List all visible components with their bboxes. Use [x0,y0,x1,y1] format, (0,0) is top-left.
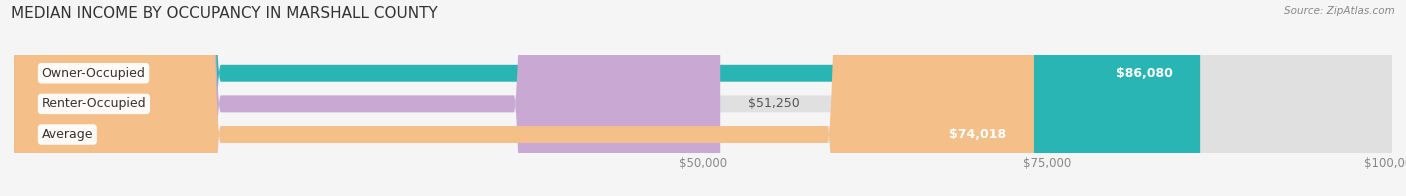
FancyBboxPatch shape [14,0,1392,196]
FancyBboxPatch shape [14,0,1392,196]
Text: MEDIAN INCOME BY OCCUPANCY IN MARSHALL COUNTY: MEDIAN INCOME BY OCCUPANCY IN MARSHALL C… [11,6,439,21]
FancyBboxPatch shape [14,0,720,196]
Text: Source: ZipAtlas.com: Source: ZipAtlas.com [1284,6,1395,16]
Text: $51,250: $51,250 [748,97,800,110]
FancyBboxPatch shape [14,0,1201,196]
Text: $86,080: $86,080 [1116,67,1173,80]
FancyBboxPatch shape [14,0,1033,196]
Text: $74,018: $74,018 [949,128,1007,141]
Text: Renter-Occupied: Renter-Occupied [42,97,146,110]
Text: Average: Average [42,128,93,141]
Text: Owner-Occupied: Owner-Occupied [42,67,145,80]
FancyBboxPatch shape [14,0,1392,196]
